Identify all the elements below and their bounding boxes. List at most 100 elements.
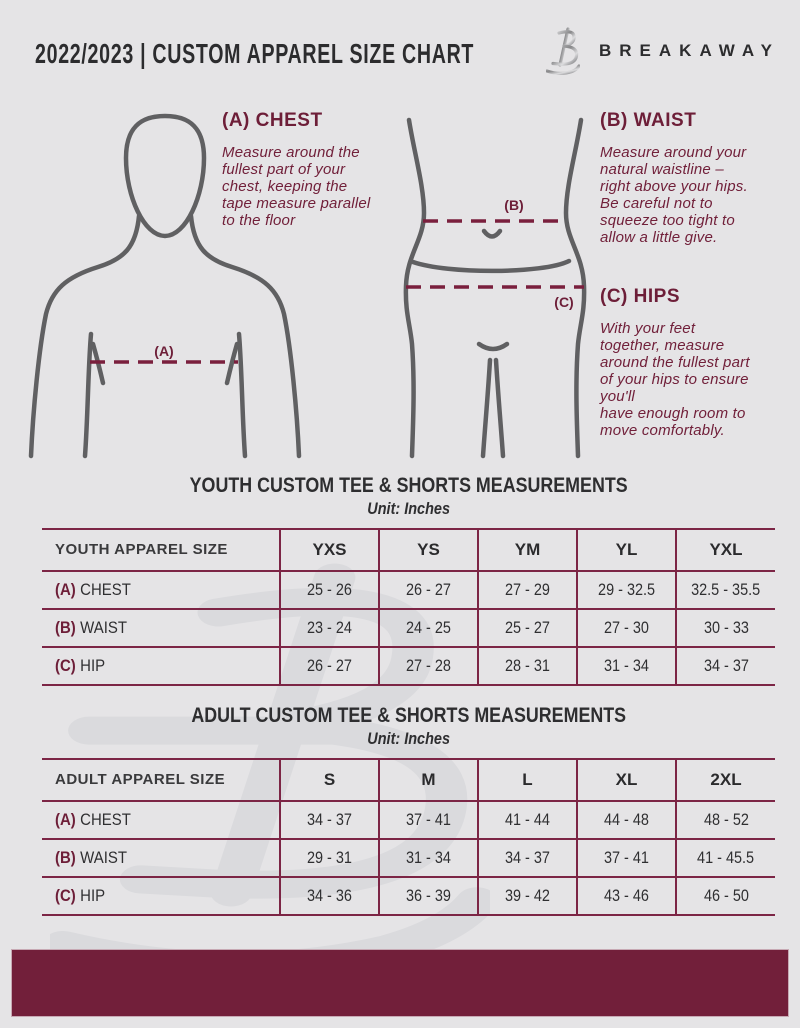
adult-size-table: ADULT APPAREL SIZE S M L XL 2XL (A) CHEST… bbox=[42, 758, 775, 916]
column-header: YM bbox=[477, 528, 577, 572]
value-cell: 36 - 39 bbox=[378, 877, 478, 916]
row-label-cell: (C) HIP bbox=[42, 647, 280, 686]
value-cell: 28 - 31 bbox=[477, 647, 577, 686]
value-cell: 43 - 46 bbox=[576, 877, 676, 916]
value-cell: 31 - 34 bbox=[378, 839, 478, 878]
youth-table-subtitle: Unit: Inches bbox=[367, 499, 450, 518]
logo-top-bowl bbox=[557, 30, 576, 48]
column-header: YL bbox=[576, 528, 676, 572]
crotch-curve bbox=[476, 341, 510, 352]
table-row: (C) HIP 34 - 36 36 - 39 39 - 42 43 - 46 4… bbox=[42, 877, 775, 916]
row-label-cell: (B) WAIST bbox=[42, 839, 280, 878]
value-cell: 23 - 24 bbox=[279, 609, 379, 648]
brand-name: BREAKAWAY bbox=[599, 41, 780, 60]
page-title-text: 2022/2023 | CUSTOM APPAREL SIZE CHART bbox=[35, 38, 475, 69]
column-header: YS bbox=[378, 528, 478, 572]
waist-marker-label: (B) bbox=[504, 197, 523, 213]
waist-instructions: (B) WAIST Measure around your natural wa… bbox=[600, 110, 795, 246]
measurement-figures-illustration: (A) (B) (C) bbox=[28, 113, 587, 459]
youth-size-label-cell: YOUTH APPAREL SIZE bbox=[42, 528, 280, 572]
youth-header-row: YOUTH APPAREL SIZE YXS YS YM YL YXL bbox=[42, 528, 775, 572]
column-header: L bbox=[477, 758, 577, 802]
value-cell: 37 - 41 bbox=[378, 801, 478, 840]
adult-size-label-cell: ADULT APPAREL SIZE bbox=[42, 758, 280, 802]
table-row: (A) CHEST 25 - 26 26 - 27 27 - 29 29 - 32… bbox=[42, 571, 775, 610]
value-cell: 44 - 48 bbox=[576, 801, 676, 840]
value-cell: 41 - 45.5 bbox=[675, 839, 775, 878]
value-cell: 34 - 37 bbox=[675, 647, 775, 686]
value-cell: 34 - 36 bbox=[279, 877, 379, 916]
value-cell: 26 - 27 bbox=[279, 647, 379, 686]
right-inner-leg bbox=[493, 357, 506, 459]
footer-bar bbox=[11, 949, 789, 1017]
logo-bottom-bowl bbox=[551, 44, 579, 66]
left-inner-leg bbox=[480, 357, 493, 459]
table-row: (B) WAIST 23 - 24 24 - 25 25 - 27 27 - 30… bbox=[42, 609, 775, 648]
value-cell: 32.5 - 35.5 bbox=[675, 571, 775, 610]
column-header: 2XL bbox=[675, 758, 775, 802]
value-cell: 25 - 26 bbox=[279, 571, 379, 610]
column-header: YXS bbox=[279, 528, 379, 572]
value-cell: 30 - 33 bbox=[675, 609, 775, 648]
chest-instructions: (A) CHEST Measure around the fullest par… bbox=[222, 110, 417, 229]
row-label-cell: (C) HIP bbox=[42, 877, 280, 916]
column-header: XL bbox=[576, 758, 676, 802]
value-cell: 34 - 37 bbox=[279, 801, 379, 840]
row-label-cell: (A) CHEST bbox=[42, 801, 280, 840]
value-cell: 31 - 34 bbox=[576, 647, 676, 686]
hips-heading: (C) HIPS bbox=[600, 286, 680, 307]
column-header: M bbox=[378, 758, 478, 802]
value-cell: 37 - 41 bbox=[576, 839, 676, 878]
left-inner-arm bbox=[82, 331, 94, 459]
value-cell: 34 - 37 bbox=[477, 839, 577, 878]
hips-instructions: (C) HIPS With your feet together, measur… bbox=[600, 286, 798, 439]
column-header: S bbox=[279, 758, 379, 802]
value-cell: 27 - 28 bbox=[378, 647, 478, 686]
value-cell: 29 - 31 bbox=[279, 839, 379, 878]
value-cell: 24 - 25 bbox=[378, 609, 478, 648]
table-row: (A) CHEST 34 - 37 37 - 41 41 - 44 44 - 48… bbox=[42, 801, 775, 840]
waist-body-text: Measure around your natural waistline – … bbox=[600, 144, 748, 246]
youth-table-title: YOUTH CUSTOM TEE & SHORTS MEASUREMENTS bbox=[189, 474, 628, 497]
left-shoulder-arm bbox=[28, 213, 142, 459]
chest-figure: (A) bbox=[28, 113, 302, 459]
breakaway-logo-icon bbox=[546, 27, 580, 75]
logo-swoosh bbox=[546, 64, 580, 75]
value-cell: 25 - 27 bbox=[477, 609, 577, 648]
left-armpit-fold bbox=[90, 341, 106, 386]
youth-section: YOUTH CUSTOM TEE & SHORTS MEASUREMENTS U… bbox=[42, 474, 775, 686]
right-inner-arm bbox=[236, 331, 248, 459]
table-row: (C) HIP 26 - 27 27 - 28 28 - 31 31 - 34 3… bbox=[42, 647, 775, 686]
column-header: YXL bbox=[675, 528, 775, 572]
row-label-cell: (A) CHEST bbox=[42, 571, 280, 610]
table-row: (B) WAIST 29 - 31 31 - 34 34 - 37 37 - 41… bbox=[42, 839, 775, 878]
youth-size-table: YOUTH APPAREL SIZE YXS YS YM YL YXL (A) C… bbox=[42, 528, 775, 686]
value-cell: 26 - 27 bbox=[378, 571, 478, 610]
head-outline bbox=[123, 113, 207, 239]
hip-crease bbox=[410, 258, 572, 274]
chest-heading: (A) CHEST bbox=[222, 110, 323, 131]
value-cell: 41 - 44 bbox=[477, 801, 577, 840]
value-cell: 27 - 30 bbox=[576, 609, 676, 648]
adult-section: ADULT CUSTOM TEE & SHORTS MEASUREMENTS U… bbox=[42, 704, 775, 916]
waist-hips-figure: (B) (C) bbox=[403, 117, 587, 459]
chest-body-text: Measure around the fullest part of your … bbox=[222, 144, 371, 229]
brand-logo: BREAKAWAY bbox=[546, 27, 780, 75]
adult-table-subtitle: Unit: Inches bbox=[367, 729, 450, 748]
value-cell: 29 - 32.5 bbox=[576, 571, 676, 610]
navel bbox=[481, 228, 503, 239]
right-armpit-fold bbox=[224, 341, 240, 386]
adult-table-title: ADULT CUSTOM TEE & SHORTS MEASUREMENTS bbox=[191, 704, 626, 727]
value-cell: 39 - 42 bbox=[477, 877, 577, 916]
value-cell: 46 - 50 bbox=[675, 877, 775, 916]
waist-heading: (B) WAIST bbox=[600, 110, 697, 131]
chest-marker-label: (A) bbox=[154, 343, 173, 359]
value-cell: 48 - 52 bbox=[675, 801, 775, 840]
hips-body-text: With your feet together, measure around … bbox=[600, 320, 750, 439]
adult-header-row: ADULT APPAREL SIZE S M L XL 2XL bbox=[42, 758, 775, 802]
right-shoulder-arm bbox=[188, 213, 302, 459]
hips-marker-label: (C) bbox=[554, 294, 573, 310]
row-label-cell: (B) WAIST bbox=[42, 609, 280, 648]
value-cell: 27 - 29 bbox=[477, 571, 577, 610]
